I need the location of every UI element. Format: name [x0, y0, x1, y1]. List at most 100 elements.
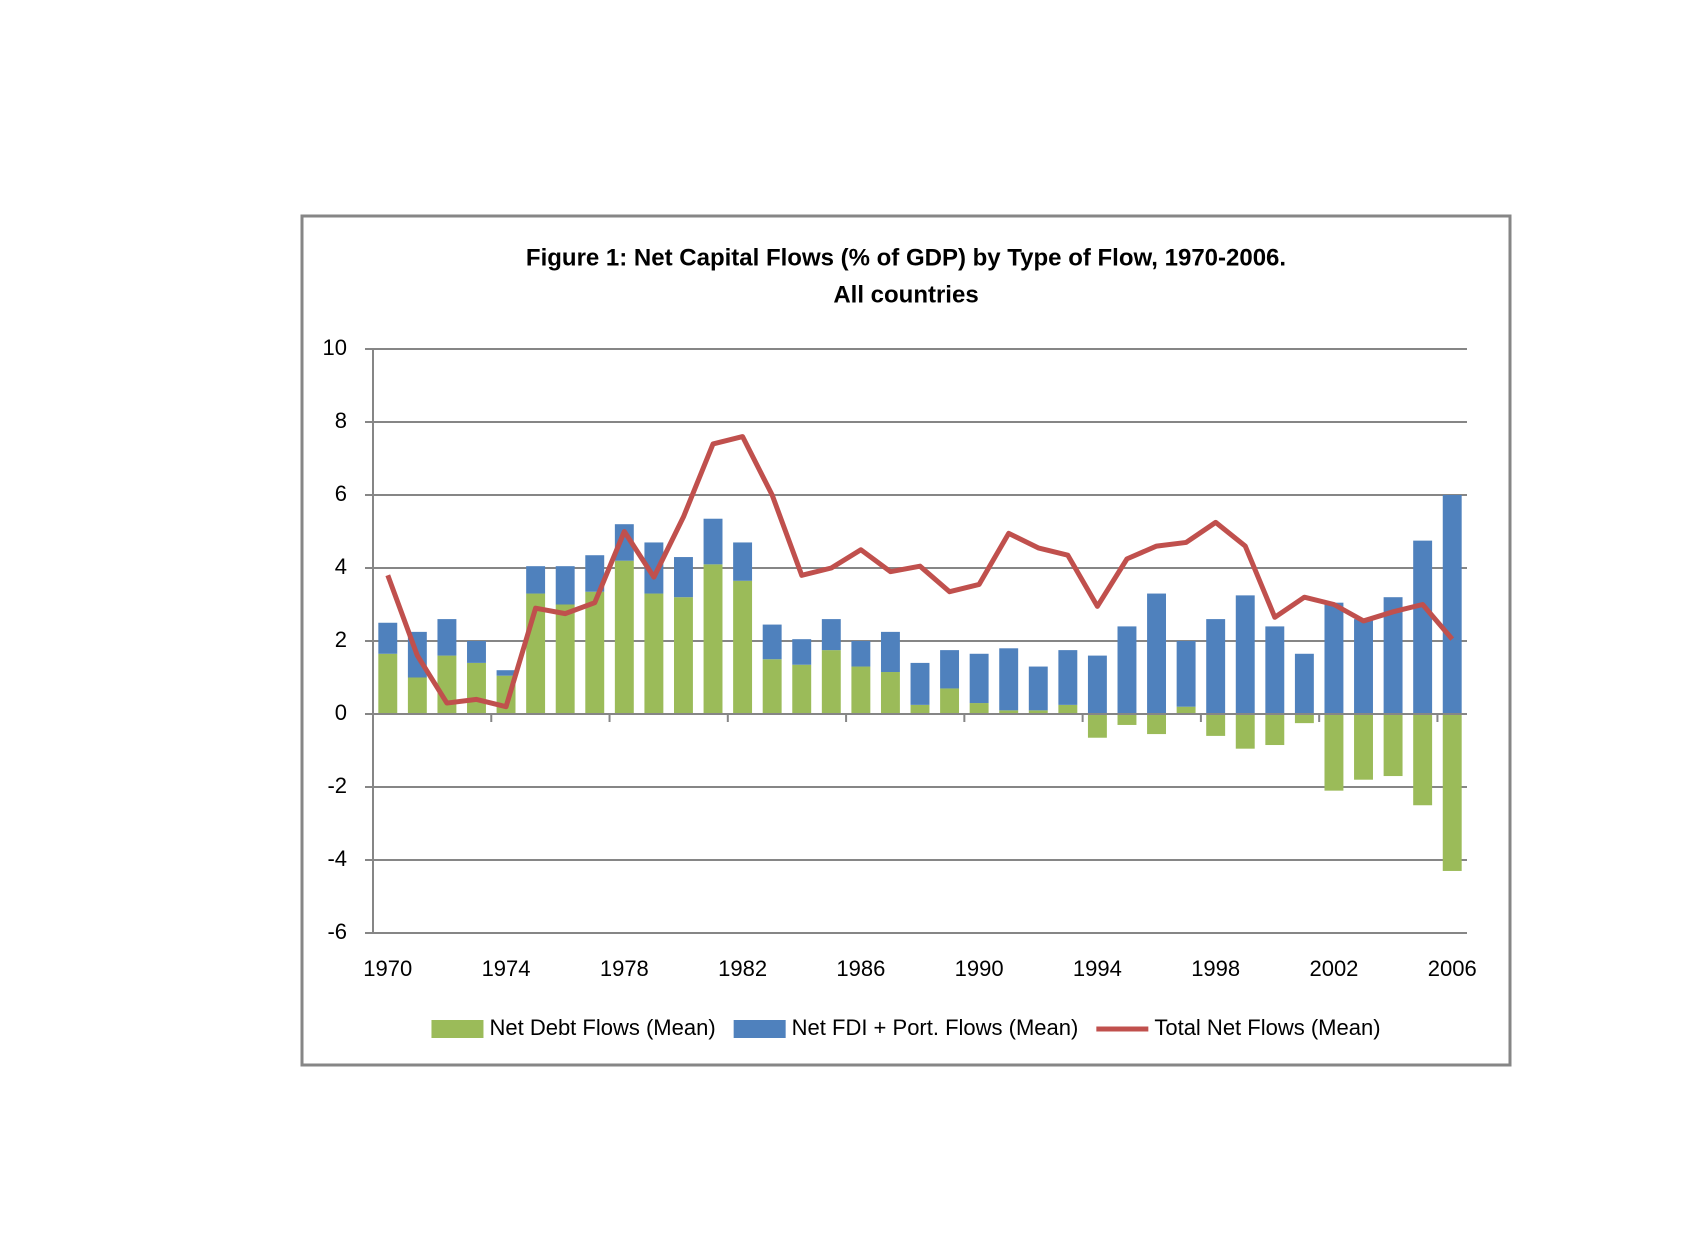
- line: [385, 434, 1455, 710]
- bar: [673, 597, 693, 714]
- bar: [644, 542, 664, 594]
- bar: [969, 703, 989, 714]
- bar: [703, 518, 723, 565]
- bar: [1294, 653, 1314, 714]
- bar: [1354, 714, 1373, 780]
- bar: [1028, 666, 1048, 711]
- bar: [733, 580, 753, 714]
- bar: [673, 557, 693, 598]
- bar: [792, 664, 812, 714]
- bar: [1058, 704, 1078, 714]
- bar: [614, 560, 634, 714]
- y-tick-label: -4: [327, 846, 347, 871]
- bar: [1176, 641, 1196, 707]
- bar: [1206, 714, 1226, 736]
- chart-title: Figure 1: Net Capital Flows (% of GDP) b…: [526, 244, 1286, 271]
- y-tick-label: 8: [335, 408, 347, 433]
- y-tick-label: 6: [335, 481, 347, 506]
- bar: [880, 672, 900, 714]
- bar: [762, 659, 782, 714]
- bar: [496, 670, 516, 676]
- legend-swatch: [733, 1020, 786, 1038]
- bar: [1117, 626, 1137, 714]
- bar: [467, 641, 486, 663]
- bar: [1383, 714, 1403, 777]
- x-tick-label: 1982: [718, 956, 767, 981]
- bar: [1265, 714, 1285, 746]
- bar: [821, 650, 841, 714]
- bar: [1413, 540, 1433, 714]
- y-tick-label: 0: [335, 700, 347, 725]
- bar: [585, 591, 605, 714]
- y-tick-label: -6: [327, 919, 347, 944]
- bar: [940, 688, 960, 714]
- x-tick-label: 2006: [1428, 956, 1477, 981]
- bar: [851, 666, 871, 714]
- bar: [1206, 619, 1226, 714]
- x-tick-label: 1998: [1191, 956, 1240, 981]
- bar: [1147, 714, 1167, 735]
- x-tick-label: 1994: [1073, 956, 1122, 981]
- bar: [910, 704, 930, 714]
- bar: [1147, 593, 1167, 714]
- y-tick-label: 10: [323, 335, 347, 360]
- x-tick-label: 1990: [955, 956, 1004, 981]
- bar: [792, 639, 812, 665]
- bar: [851, 641, 871, 667]
- bar: [1176, 706, 1196, 714]
- bar: [1087, 655, 1107, 714]
- bar: [555, 566, 575, 605]
- bar: [467, 662, 486, 714]
- legend-label: Net Debt Flows (Mean): [489, 1015, 715, 1040]
- bar: [378, 622, 398, 654]
- bar: [1383, 597, 1403, 714]
- bar: [1058, 650, 1078, 705]
- x-tick-label: 1986: [836, 956, 885, 981]
- x-tick-label: 1970: [363, 956, 412, 981]
- bar: [703, 564, 723, 714]
- bar: [969, 653, 989, 704]
- bar: [733, 542, 753, 581]
- bar: [1354, 619, 1373, 714]
- bar: [1324, 714, 1344, 791]
- bar: [614, 524, 634, 561]
- bar: [1087, 714, 1107, 738]
- bar: [378, 653, 398, 714]
- y-tick-label: -2: [327, 773, 347, 798]
- x-tick-label: 1978: [600, 956, 649, 981]
- bar: [1265, 626, 1285, 714]
- bar: [940, 650, 960, 689]
- bar: [407, 677, 427, 714]
- bar: [1117, 714, 1137, 725]
- bar: [821, 619, 841, 651]
- bar: [999, 710, 1019, 714]
- bar: [762, 624, 782, 660]
- bar: [1028, 710, 1048, 714]
- bar: [999, 648, 1019, 711]
- bar: [526, 566, 546, 594]
- legend-item: Total Net Flows (Mean): [1096, 1015, 1381, 1040]
- legend: Net Debt Flows (Mean) Net FDI + Port. Flo…: [431, 1015, 1381, 1040]
- bar: [1442, 714, 1462, 871]
- bar: [1294, 714, 1314, 724]
- legend-item: Net Debt Flows (Mean): [431, 1015, 716, 1040]
- bar: [585, 555, 605, 592]
- x-tick-label: 1974: [482, 956, 531, 981]
- bar: [1324, 602, 1344, 714]
- x-tick-label: 2002: [1309, 956, 1358, 981]
- bar: [555, 604, 575, 714]
- legend-label: Net FDI + Port. Flows (Mean): [792, 1015, 1079, 1040]
- bar: [1413, 714, 1433, 806]
- bar: [437, 619, 457, 656]
- legend-label: Total Net Flows (Mean): [1154, 1015, 1380, 1040]
- y-tick-label: 2: [335, 627, 347, 652]
- bar: [1235, 714, 1255, 749]
- bar: [1235, 595, 1255, 714]
- chart-subtitle: All countries: [833, 281, 978, 308]
- bar: [910, 662, 930, 705]
- bar: [880, 631, 900, 673]
- bar: [1442, 495, 1462, 714]
- legend-item: Net FDI + Port. Flows (Mean): [733, 1015, 1079, 1040]
